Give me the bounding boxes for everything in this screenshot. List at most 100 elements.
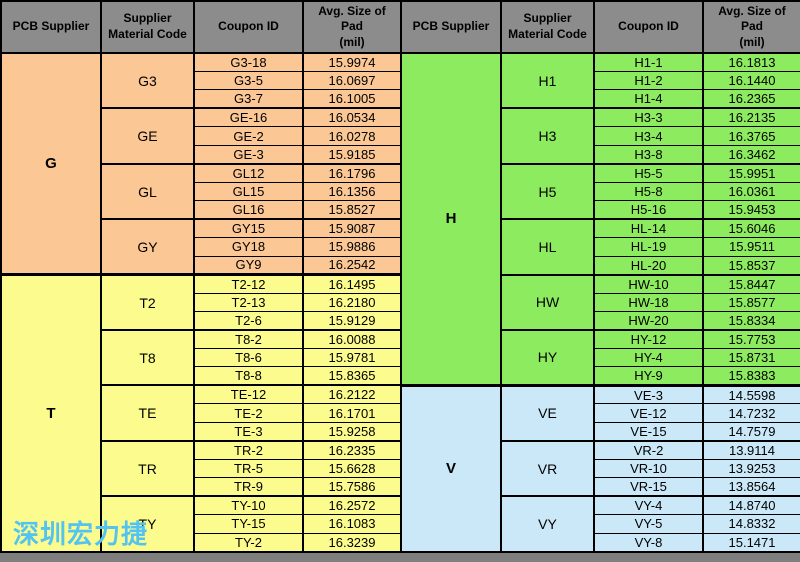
header-row: PCB Supplier Supplier Material Code Coupo… xyxy=(400,0,800,54)
avg-size-cell: 15.6628 xyxy=(302,458,402,479)
material-code-cell: VE xyxy=(500,383,595,442)
avg-size-cell: 16.2335 xyxy=(302,439,402,460)
col-header-coupon-id: Coupon ID xyxy=(593,0,704,54)
avg-size-cell: 16.0534 xyxy=(302,107,402,128)
coupon-id-cell: GY9 xyxy=(193,255,304,276)
table-row: TR-5 15.6628 xyxy=(1,458,402,479)
avg-size-cell: 15.9087 xyxy=(302,218,402,239)
material-code-cell: TE xyxy=(100,384,195,442)
coupon-id-cell: VE-12 xyxy=(593,403,704,423)
avg-size-cell: 16.2180 xyxy=(302,292,402,313)
avg-size-cell: 15.6046 xyxy=(702,218,800,239)
coupon-id-cell: TY-10 xyxy=(193,495,304,516)
coupon-id-cell: VY-8 xyxy=(593,532,704,553)
material-code-cell: GY xyxy=(100,218,195,276)
avg-size-cell: 16.0361 xyxy=(702,181,800,202)
col-header-material-code: Supplier Material Code xyxy=(500,0,595,54)
table-row: VR-10 13.9253 xyxy=(401,458,800,479)
avg-size-cell: 16.3765 xyxy=(702,126,800,146)
table-row: VR-15 13.8564 xyxy=(401,477,800,497)
table-header: PCB Supplier Supplier Material Code Coupo… xyxy=(0,0,402,54)
coupon-id-cell: G3-5 xyxy=(193,70,304,91)
coupon-id-cell: HW-10 xyxy=(593,273,704,294)
table-row: TE-2 16.1701 xyxy=(1,403,402,423)
avg-size-cell: 16.1356 xyxy=(302,181,402,202)
table-row: G G3 G3-18 15.9974 xyxy=(0,52,402,276)
coupon-id-cell: T8-8 xyxy=(193,366,304,386)
table-row: TE TE-12 16.2122 xyxy=(1,384,402,442)
coupon-id-cell: GE-3 xyxy=(193,144,304,165)
avg-size-cell: 14.7232 xyxy=(702,403,800,423)
material-code-cell: G3 xyxy=(100,52,195,109)
avg-size-cell: 16.3239 xyxy=(302,532,402,553)
table-row: V VE VE-3 14.5598 xyxy=(400,383,800,553)
coupon-id-cell: T2-6 xyxy=(193,311,304,331)
avg-size-cell: 15.1471 xyxy=(702,532,800,553)
table-body: G G3 G3-18 15.9974 G3-5 16.0697 G3-7 16.1005 GE G… xyxy=(0,52,402,553)
table-row: HY HY-12 15.7753 xyxy=(401,329,800,386)
table-row: GY9 16.2542 xyxy=(1,255,402,276)
coupon-id-cell: VE-15 xyxy=(593,421,704,442)
supplier-cell: V xyxy=(400,383,502,553)
coupon-id-cell: HL-14 xyxy=(593,218,704,239)
material-code-cell: TR xyxy=(100,439,195,497)
table-row: H3 H3-3 16.2135 xyxy=(401,107,800,165)
supplier-cell: T xyxy=(0,273,102,553)
avg-size-cell: 15.7586 xyxy=(302,477,402,497)
avg-size-cell: 15.8527 xyxy=(302,200,402,220)
col-header-coupon-id: Coupon ID xyxy=(193,0,304,54)
coupon-id-cell: H5-16 xyxy=(593,200,704,220)
avg-size-cell: 16.0088 xyxy=(302,329,402,350)
coupon-id-cell: TE-12 xyxy=(193,384,304,405)
watermark: 深圳宏力捷 xyxy=(13,519,149,549)
table-header: PCB Supplier Supplier Material Code Coupo… xyxy=(400,0,800,54)
avg-size-cell: 16.1440 xyxy=(702,70,800,91)
table-row: T8 T8-2 16.0088 xyxy=(1,329,402,386)
table-row: GE-2 16.0278 xyxy=(1,126,402,146)
avg-size-cell: 15.9974 xyxy=(302,52,402,72)
table-row: H5 H5-5 15.9951 xyxy=(401,162,800,220)
table-row: H1-2 16.1440 xyxy=(401,70,800,91)
col-header-pcb-supplier: PCB Supplier xyxy=(400,0,502,54)
coupon-id-cell: HY-12 xyxy=(593,329,704,350)
coupon-id-cell: TR-2 xyxy=(193,439,304,460)
col-header-avg-size: Avg. Size of Pad (mil) xyxy=(302,0,402,54)
table-row: GE GE-16 16.0534 xyxy=(1,107,402,165)
table-row: H H1 H1-1 16.1813 xyxy=(400,52,800,386)
supplier-cell: H xyxy=(400,52,502,386)
coupon-id-cell: GY18 xyxy=(193,237,304,257)
material-code-cell: HY xyxy=(500,329,595,386)
avg-size-cell: 15.9453 xyxy=(702,200,800,220)
table-row: HL HL-14 15.6046 xyxy=(401,218,800,276)
material-code-cell: VY xyxy=(500,495,595,553)
avg-size-cell: 15.9511 xyxy=(702,237,800,257)
table-row: HL-19 15.9511 xyxy=(401,237,800,257)
material-code-cell: H1 xyxy=(500,52,595,109)
table-row: HW-20 15.8334 xyxy=(401,311,800,331)
table-row: VY-5 14.8332 xyxy=(401,514,800,534)
pad-size-table-left: PCB Supplier Supplier Material Code Coupo… xyxy=(0,0,402,553)
table-row: G3-5 16.0697 xyxy=(1,70,402,91)
table-row: TY-15 16.1083 xyxy=(1,514,402,534)
coupon-id-cell: HY-4 xyxy=(593,347,704,368)
coupon-id-cell: G3-7 xyxy=(193,89,304,109)
coupon-id-cell: H5-5 xyxy=(593,162,704,183)
table-row: VE-15 14.7579 xyxy=(401,421,800,442)
coupon-id-cell: T2-13 xyxy=(193,292,304,313)
col-header-avg-size: Avg. Size of Pad (mil) xyxy=(702,0,800,54)
table-row: HL-20 15.8537 xyxy=(401,255,800,276)
avg-size-cell: 16.2365 xyxy=(702,89,800,109)
avg-size-cell: 13.9253 xyxy=(702,458,800,479)
coupon-id-cell: TE-3 xyxy=(193,421,304,442)
table-row: TR TR-2 16.2335 xyxy=(1,439,402,497)
coupon-id-cell: T8-6 xyxy=(193,347,304,368)
header-label-line: Material Code xyxy=(108,27,187,41)
coupon-id-cell: VR-2 xyxy=(593,439,704,460)
coupon-id-cell: G3-18 xyxy=(193,52,304,72)
table-row: GL GL12 16.1796 xyxy=(1,162,402,220)
table-row: H3-4 16.3765 xyxy=(401,126,800,146)
avg-size-cell: 16.2135 xyxy=(702,107,800,128)
coupon-id-cell: GE-16 xyxy=(193,107,304,128)
coupon-id-cell: H1-2 xyxy=(593,70,704,91)
coupon-id-cell: HW-20 xyxy=(593,311,704,331)
